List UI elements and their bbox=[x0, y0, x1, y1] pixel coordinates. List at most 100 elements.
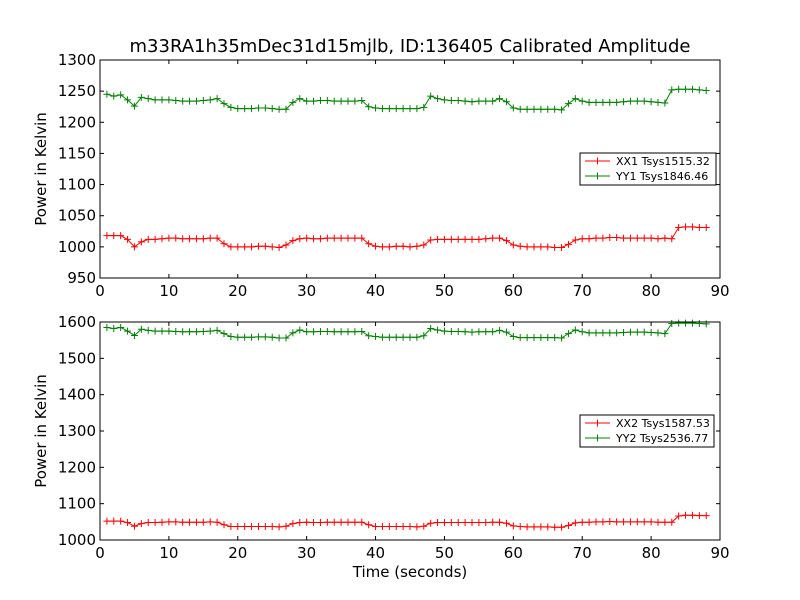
data-point bbox=[234, 105, 242, 113]
data-point bbox=[551, 334, 559, 342]
data-point bbox=[434, 95, 442, 103]
data-point bbox=[461, 328, 469, 336]
data-point bbox=[241, 243, 249, 251]
data-point bbox=[282, 241, 290, 249]
data-point bbox=[434, 235, 442, 243]
data-point bbox=[275, 523, 283, 531]
data-point bbox=[130, 522, 138, 530]
data-point bbox=[688, 319, 696, 327]
data-point bbox=[640, 97, 648, 105]
data-point bbox=[620, 518, 628, 526]
data-point bbox=[213, 95, 221, 103]
data-point bbox=[406, 243, 414, 251]
data-point bbox=[620, 329, 628, 337]
x-tick-label: 80 bbox=[642, 544, 661, 562]
data-point bbox=[165, 327, 173, 335]
data-point bbox=[668, 518, 676, 526]
data-point bbox=[661, 234, 669, 242]
data-point bbox=[372, 242, 380, 250]
data-point bbox=[489, 234, 497, 242]
data-point bbox=[675, 319, 683, 327]
data-point bbox=[227, 333, 235, 341]
data-point bbox=[440, 235, 448, 243]
legend-entry: YY1 Tsys1846.46 bbox=[615, 170, 708, 183]
data-point bbox=[365, 103, 373, 111]
data-point bbox=[289, 237, 297, 245]
data-point bbox=[323, 234, 331, 242]
data-point bbox=[137, 325, 145, 333]
data-point bbox=[137, 520, 145, 528]
data-point bbox=[213, 518, 221, 526]
data-point bbox=[606, 234, 614, 242]
data-point bbox=[372, 333, 380, 341]
data-point bbox=[365, 332, 373, 340]
data-point bbox=[640, 518, 648, 526]
data-point bbox=[392, 242, 400, 250]
data-point bbox=[206, 327, 214, 335]
data-point bbox=[447, 235, 455, 243]
data-point bbox=[516, 105, 524, 113]
data-point bbox=[551, 105, 559, 113]
data-point bbox=[172, 234, 180, 242]
data-point bbox=[613, 234, 621, 242]
data-point bbox=[475, 235, 483, 243]
data-point bbox=[599, 234, 607, 242]
x-axis-label: Time (seconds) bbox=[352, 563, 468, 581]
data-point bbox=[378, 333, 386, 341]
data-point bbox=[234, 333, 242, 341]
data-point bbox=[399, 523, 407, 531]
data-point bbox=[110, 517, 118, 525]
data-point bbox=[365, 521, 373, 529]
data-point bbox=[144, 519, 152, 527]
y-tick-label: 1300 bbox=[58, 422, 96, 440]
data-point bbox=[654, 329, 662, 337]
data-point bbox=[172, 96, 180, 104]
data-point bbox=[261, 104, 269, 112]
data-point bbox=[585, 98, 593, 106]
data-point bbox=[151, 327, 159, 335]
legend-marker bbox=[594, 172, 601, 180]
data-point bbox=[571, 326, 579, 334]
data-point bbox=[392, 333, 400, 341]
x-tick-label: 70 bbox=[573, 282, 592, 300]
data-point bbox=[110, 232, 118, 240]
data-point bbox=[165, 96, 173, 104]
data-point bbox=[496, 234, 504, 242]
data-point bbox=[461, 519, 469, 527]
data-point bbox=[564, 100, 572, 108]
data-point bbox=[482, 328, 490, 336]
data-point bbox=[323, 96, 331, 104]
y-axis-label: Power in Kelvin bbox=[32, 374, 50, 488]
data-point bbox=[496, 326, 504, 334]
data-point bbox=[117, 517, 125, 525]
data-point bbox=[530, 523, 538, 531]
data-point bbox=[668, 86, 676, 94]
data-point bbox=[310, 328, 318, 336]
data-point bbox=[151, 519, 159, 527]
y-tick-label: 1150 bbox=[58, 144, 96, 162]
x-tick-label: 20 bbox=[228, 282, 247, 300]
data-point bbox=[626, 234, 634, 242]
y-tick-label: 1100 bbox=[58, 176, 96, 194]
data-point bbox=[475, 328, 483, 336]
data-point bbox=[592, 518, 600, 526]
legend-marker bbox=[594, 434, 601, 442]
data-point bbox=[592, 329, 600, 337]
data-point bbox=[633, 518, 641, 526]
data-point bbox=[523, 243, 531, 251]
x-tick-label: 60 bbox=[504, 544, 523, 562]
data-point bbox=[186, 235, 194, 243]
y-tick-label: 1600 bbox=[58, 313, 96, 331]
data-point bbox=[303, 234, 311, 242]
data-point bbox=[248, 523, 256, 531]
data-point bbox=[468, 235, 476, 243]
data-point bbox=[234, 243, 242, 251]
data-point bbox=[296, 95, 304, 103]
data-point bbox=[406, 523, 414, 531]
data-point bbox=[544, 523, 552, 531]
data-point bbox=[578, 97, 586, 105]
x-tick-label: 10 bbox=[159, 544, 178, 562]
data-point bbox=[585, 518, 593, 526]
data-point bbox=[351, 518, 359, 526]
